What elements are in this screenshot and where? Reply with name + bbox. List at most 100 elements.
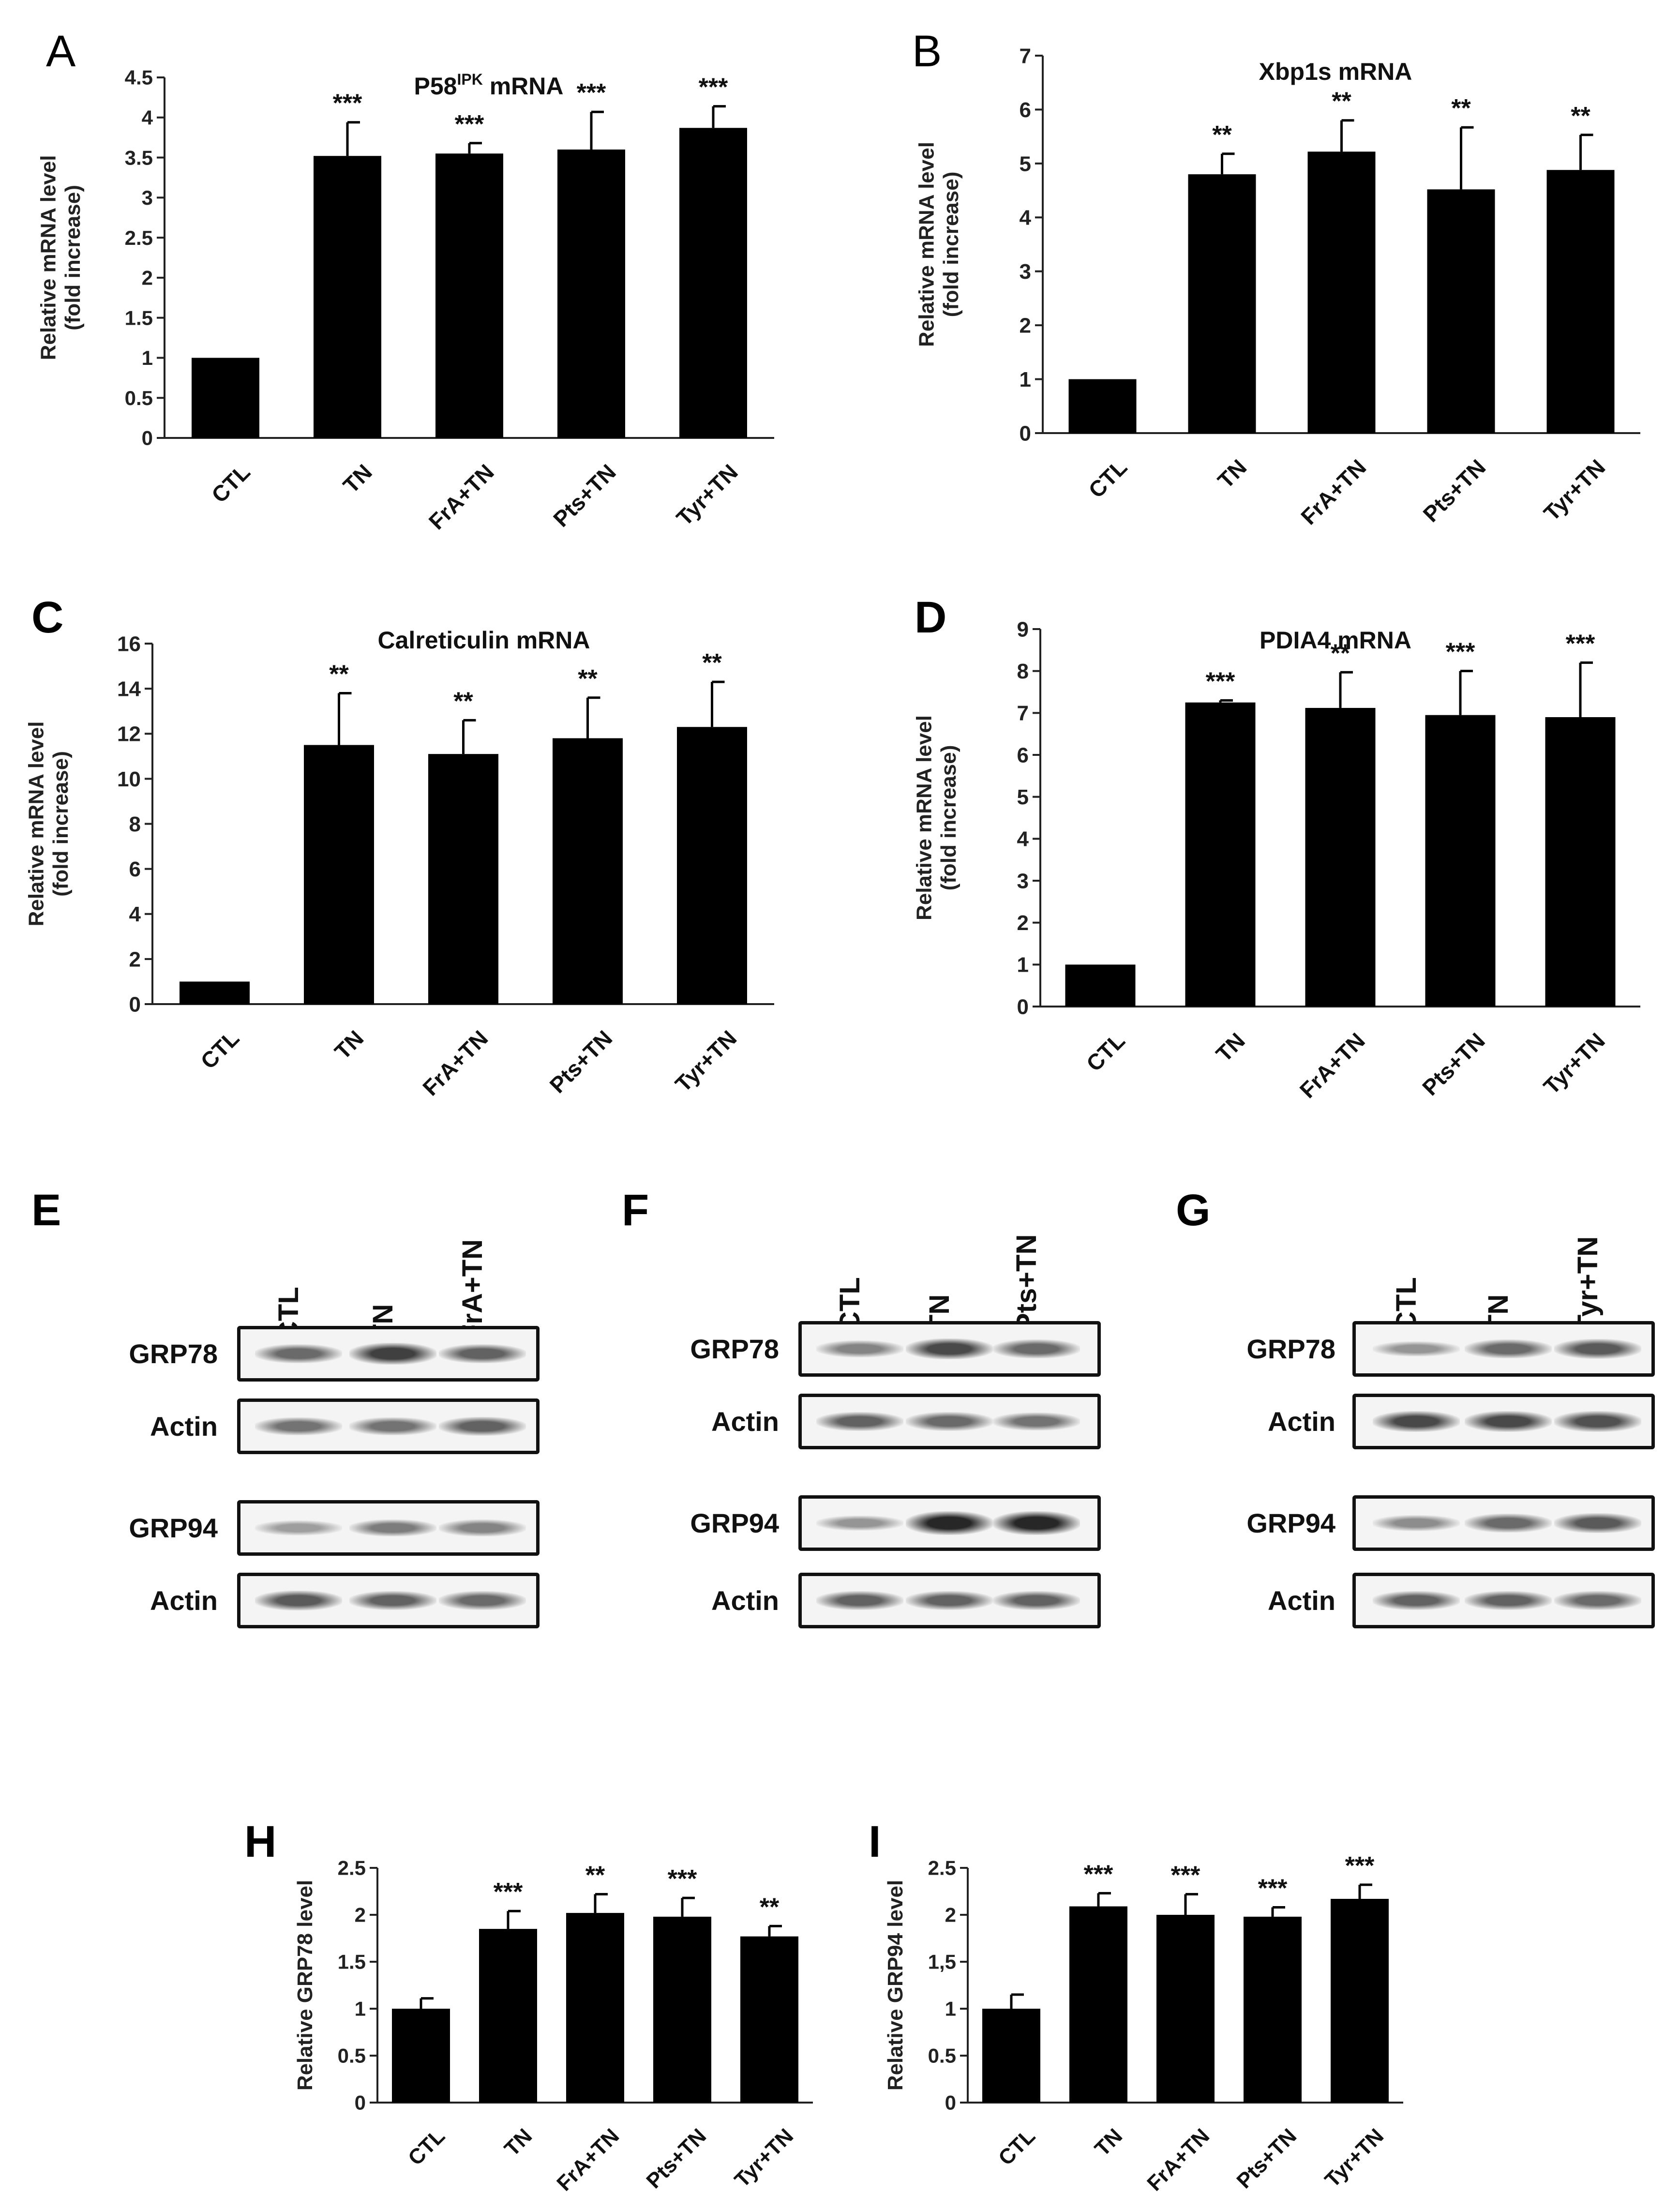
bar <box>553 738 623 1004</box>
panel-letter-e: E <box>31 1186 61 1235</box>
y-tick-label: 0.5 <box>338 2045 366 2067</box>
category-label: FrA+TN <box>1142 2124 1214 2195</box>
bar <box>679 128 747 438</box>
category-label: Tyr+TN <box>671 459 742 530</box>
blot-row-label: GRP94 <box>129 1513 218 1543</box>
blot-band <box>1373 1591 1460 1610</box>
panel-letter-g: G <box>1176 1186 1211 1235</box>
bar <box>428 754 498 1004</box>
y-tick-label: 10 <box>117 767 141 791</box>
bar <box>1185 702 1256 1007</box>
y-tick-label: 4.5 <box>125 66 153 89</box>
y-axis-label: Relative mRNA level <box>24 722 48 927</box>
y-tick-label: 2 <box>355 1904 366 1926</box>
blot-box <box>1352 1394 1655 1449</box>
bar <box>1156 1915 1215 2103</box>
bar <box>1069 1906 1127 2103</box>
bar <box>392 2009 450 2103</box>
blot-band <box>349 1591 436 1610</box>
blot-band <box>1373 1341 1460 1357</box>
lane-label-g: Tyr+TN <box>1572 1236 1604 1332</box>
y-tick-label: 4 <box>129 902 141 926</box>
blot-band <box>439 1416 526 1436</box>
y-tick-label: 0.5 <box>125 387 153 409</box>
y-axis-label: (fold increase) <box>937 745 960 891</box>
y-axis-label: Relative mRNA level <box>915 142 938 347</box>
chart-title: PDIA4 mRNA <box>1260 627 1411 654</box>
bar <box>180 981 250 1004</box>
y-tick-label: 3 <box>1017 869 1029 893</box>
category-label: TN <box>330 1025 368 1064</box>
significance-mark: *** <box>1566 630 1595 658</box>
bar <box>653 1916 711 2103</box>
y-tick-label: 1.5 <box>125 306 153 329</box>
category-label: TN <box>1213 454 1251 493</box>
blot-box <box>1352 1321 1655 1377</box>
bar <box>740 1936 798 2103</box>
y-axis-label: Relative mRNA level <box>36 155 60 361</box>
significance-mark: ** <box>585 1861 605 1889</box>
blot-band <box>993 1511 1080 1535</box>
y-tick-label: 0 <box>142 427 153 450</box>
y-tick-label: 0.5 <box>928 2045 956 2067</box>
bar <box>435 153 503 438</box>
panel-letter-d: D <box>915 593 947 642</box>
significance-mark: *** <box>1084 1860 1113 1888</box>
category-label: Tyr+TN <box>670 1025 741 1097</box>
panel-letter-a: A <box>46 27 76 76</box>
significance-mark: ** <box>1332 88 1351 116</box>
panel-letter-b: B <box>912 27 942 76</box>
y-tick-label: 6 <box>1020 98 1031 122</box>
significance-mark: *** <box>577 79 606 107</box>
y-tick-label: 12 <box>117 722 141 746</box>
chart-title: Calreticulin mRNA <box>378 627 590 654</box>
significance-mark: ** <box>453 687 473 715</box>
blot-band <box>255 1520 342 1535</box>
blot-box <box>237 1500 540 1556</box>
category-label: CTL <box>1083 454 1132 503</box>
blot-band <box>1554 1513 1641 1533</box>
blot-row-label: GRP78 <box>690 1334 779 1364</box>
blot-row-label: GRP94 <box>1246 1508 1335 1538</box>
blot-box <box>1352 1573 1655 1628</box>
blot-band <box>906 1511 993 1535</box>
blot-band <box>349 1343 436 1365</box>
significance-mark: *** <box>1258 1874 1288 1902</box>
significance-mark: ** <box>1451 94 1471 122</box>
y-tick-label: 1 <box>1020 368 1031 391</box>
y-axis-label: (fold increase) <box>49 751 73 897</box>
blot-box <box>798 1573 1101 1628</box>
y-tick-label: 2.5 <box>125 226 153 249</box>
y-tick-label: 1 <box>1017 953 1029 977</box>
bar <box>1331 1899 1389 2103</box>
y-tick-label: 6 <box>129 857 141 881</box>
category-label: CTL <box>404 2124 450 2170</box>
blot-row-label: GRP78 <box>1246 1334 1335 1364</box>
blot-band <box>1465 1514 1552 1533</box>
blot-row-label: GRP94 <box>690 1508 779 1538</box>
category-label: Pts+TN <box>1418 454 1491 527</box>
bar <box>982 2009 1040 2103</box>
y-tick-label: 2 <box>1020 314 1031 338</box>
significance-mark: ** <box>702 649 722 677</box>
significance-mark: *** <box>1446 638 1475 666</box>
blot-band <box>816 1515 903 1531</box>
y-tick-label: 1.5 <box>338 1951 366 1973</box>
category-label: Tyr+TN <box>1320 2124 1388 2192</box>
category-label: FrA+TN <box>418 1025 493 1100</box>
blot-row-label: Actin <box>150 1585 218 1616</box>
category-label: Pts+TN <box>642 2124 711 2193</box>
blot-band <box>906 1412 993 1431</box>
y-tick-label: 5 <box>1020 152 1031 176</box>
y-axis-label: (fold increase) <box>61 185 85 331</box>
bar <box>1307 151 1376 433</box>
y-tick-label: 4 <box>1020 206 1032 230</box>
significance-mark: *** <box>699 74 728 102</box>
blot-band <box>993 1591 1080 1610</box>
blot-band <box>439 1591 526 1610</box>
bar <box>1425 715 1496 1007</box>
panel-letter-c: C <box>31 593 64 642</box>
blot-band <box>255 1344 342 1363</box>
y-tick-label: 2 <box>945 1904 956 1926</box>
